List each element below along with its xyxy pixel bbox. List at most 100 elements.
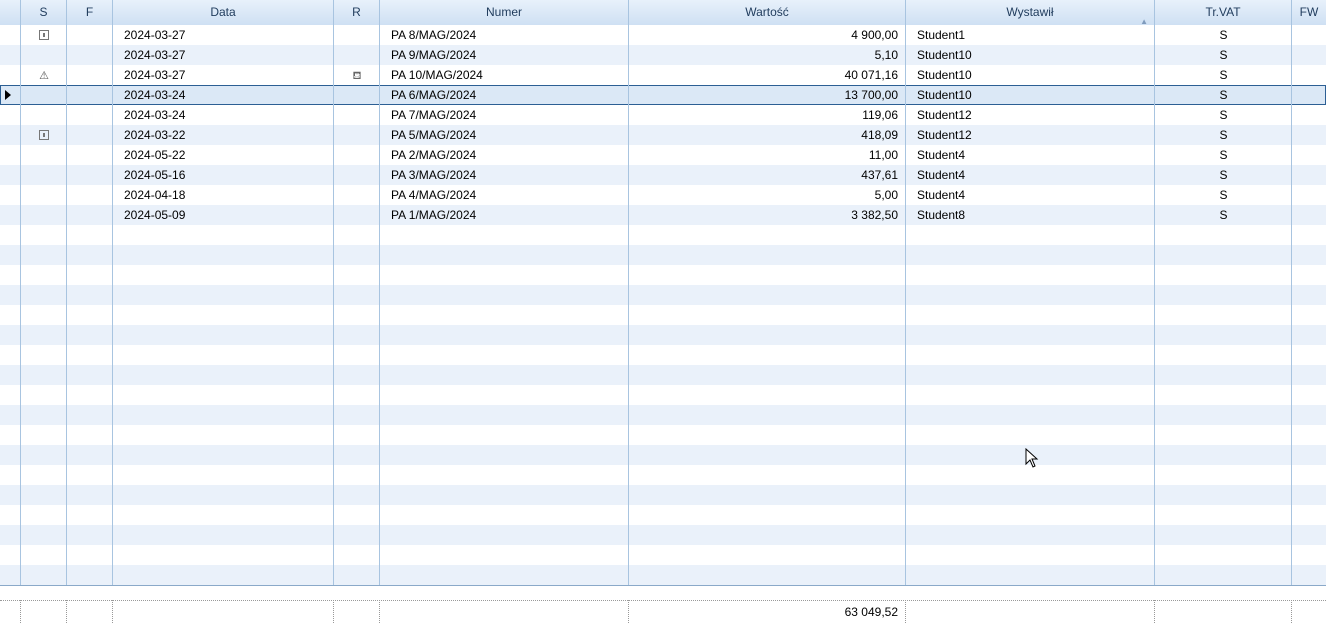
cell-s — [21, 105, 67, 125]
empty-row[interactable] — [0, 325, 1326, 345]
cell-trvat: S — [1219, 128, 1228, 142]
column-divider — [379, 0, 380, 586]
document-grid[interactable]: S F Data R Numer Wartość Wystawił ▲ Tr.V… — [0, 0, 1326, 586]
column-header-data[interactable]: Data — [113, 0, 334, 25]
cell-r — [334, 185, 380, 205]
column-header-fw[interactable]: FW — [1299, 5, 1319, 19]
table-row[interactable]: 2024-03-22 PA 5/MAG/2024 418,09 Student12 S — [0, 125, 1326, 145]
cell-trvat: S — [1219, 168, 1228, 182]
empty-row[interactable] — [0, 405, 1326, 425]
column-divider — [20, 0, 21, 586]
cell-data: 2024-03-24 — [124, 88, 186, 102]
cell-wystawil: Student1 — [917, 28, 966, 42]
empty-row[interactable] — [0, 245, 1326, 265]
cell-r — [334, 125, 380, 145]
empty-row[interactable] — [0, 285, 1326, 305]
footer-divider — [20, 600, 21, 623]
empty-row[interactable] — [0, 525, 1326, 545]
cell-r — [334, 205, 380, 225]
table-row[interactable]: 2024-03-24 PA 6/MAG/2024 13 700,00 Student1… — [0, 85, 1326, 105]
cell-numer: PA 8/MAG/2024 — [391, 28, 477, 42]
column-header-r[interactable]: R — [334, 0, 380, 25]
table-row[interactable]: 2024-05-16 PA 3/MAG/2024 437,61 Student4 S — [0, 165, 1326, 185]
cell-numer: PA 9/MAG/2024 — [391, 48, 477, 62]
column-header-s[interactable]: S — [21, 0, 67, 25]
cell-wystawil: Student10 — [917, 88, 972, 102]
cell-numer: PA 6/MAG/2024 — [391, 88, 477, 102]
footer-divider — [66, 600, 67, 623]
cell-numer: PA 1/MAG/2024 — [391, 208, 477, 222]
column-header-numer[interactable]: Numer — [380, 0, 629, 25]
empty-row[interactable] — [0, 305, 1326, 325]
empty-row[interactable] — [0, 385, 1326, 405]
cell-trvat: S — [1219, 148, 1228, 162]
mouse-pointer-icon — [1025, 448, 1039, 468]
footer-divider — [628, 600, 629, 623]
table-row[interactable]: 2024-03-27 PA 8/MAG/2024 4 900,00 Student1 S — [0, 25, 1326, 45]
empty-row[interactable] — [0, 465, 1326, 485]
cell-numer: PA 10/MAG/2024 — [391, 68, 483, 82]
cell-wartosc: 5,00 — [874, 188, 898, 202]
column-header-wystawil[interactable]: Wystawił ▲ — [906, 0, 1155, 26]
empty-row[interactable] — [0, 445, 1326, 465]
cell-numer: PA 2/MAG/2024 — [391, 148, 477, 162]
empty-row[interactable] — [0, 265, 1326, 285]
grid-header: S F Data R Numer Wartość Wystawił ▲ Tr.V… — [0, 0, 1326, 26]
cell-numer: PA 5/MAG/2024 — [391, 128, 477, 142]
cell-numer: PA 7/MAG/2024 — [391, 108, 477, 122]
footer-divider — [333, 600, 334, 623]
column-header-trvat[interactable]: Tr.VAT — [1155, 0, 1292, 25]
table-row[interactable]: ⚠ 2024-03-27 ⛾ PA 10/MAG/2024 40 071,16 Stude… — [0, 65, 1326, 85]
warning-icon: ⚠ — [39, 70, 49, 82]
column-header-wystawil-label: Wystawił — [1006, 5, 1054, 19]
cell-s — [21, 165, 67, 185]
column-header-wartosc[interactable]: Wartość — [629, 0, 906, 25]
empty-row[interactable] — [0, 565, 1326, 585]
column-divider — [333, 0, 334, 586]
empty-row[interactable] — [0, 505, 1326, 525]
empty-row[interactable] — [0, 225, 1326, 245]
cell-wystawil: Student12 — [917, 128, 972, 142]
cell-wystawil: Student4 — [917, 168, 966, 182]
table-row[interactable]: 2024-05-09 PA 1/MAG/2024 3 382,50 Student8 S — [0, 205, 1326, 225]
column-header-f[interactable]: F — [67, 0, 113, 25]
cell-wartosc: 3 382,50 — [851, 208, 898, 222]
empty-row[interactable] — [0, 365, 1326, 385]
total-value: 63 049,52 — [844, 605, 898, 619]
row-indicator-icon — [5, 90, 11, 100]
table-row[interactable]: 2024-03-24 PA 7/MAG/2024 119,06 Student12 S — [0, 105, 1326, 125]
cell-data: 2024-03-22 — [124, 128, 186, 142]
cell-numer: PA 3/MAG/2024 — [391, 168, 477, 182]
summary-footer: 63 049,52 — [0, 600, 1326, 624]
empty-row[interactable] — [0, 425, 1326, 445]
column-header-blank[interactable] — [0, 0, 21, 25]
footer-divider — [1291, 600, 1292, 623]
cell-data: 2024-03-27 — [124, 28, 186, 42]
column-divider — [1154, 0, 1155, 586]
cell-wartosc: 119,06 — [862, 108, 898, 122]
cell-wystawil: Student4 — [917, 188, 966, 202]
column-divider — [1291, 0, 1292, 586]
cell-s — [21, 185, 67, 205]
empty-row[interactable] — [0, 485, 1326, 505]
cell-wartosc: 418,09 — [861, 128, 898, 142]
cell-data: 2024-03-27 — [124, 68, 186, 82]
table-row[interactable]: 2024-05-22 PA 2/MAG/2024 11,00 Student4 S — [0, 145, 1326, 165]
cell-wartosc: 5,10 — [874, 48, 898, 62]
empty-row[interactable] — [0, 545, 1326, 565]
cell-s — [21, 85, 67, 105]
empty-row[interactable] — [0, 345, 1326, 365]
table-row[interactable]: 2024-03-27 PA 9/MAG/2024 5,10 Student10 S — [0, 45, 1326, 65]
cell-trvat: S — [1219, 188, 1228, 202]
cell-wystawil: Student4 — [917, 148, 966, 162]
cell-s — [21, 205, 67, 225]
cell-r — [334, 105, 380, 125]
column-divider — [66, 0, 67, 586]
cell-trvat: S — [1219, 208, 1228, 222]
cell-r: ⛾ — [334, 65, 380, 85]
footer-divider — [379, 600, 380, 623]
cell-trvat: S — [1219, 28, 1228, 42]
table-row[interactable]: 2024-04-18 PA 4/MAG/2024 5,00 Student4 S — [0, 185, 1326, 205]
cell-s: ⚠ — [21, 65, 67, 85]
cell-wartosc: 4 900,00 — [851, 28, 898, 42]
